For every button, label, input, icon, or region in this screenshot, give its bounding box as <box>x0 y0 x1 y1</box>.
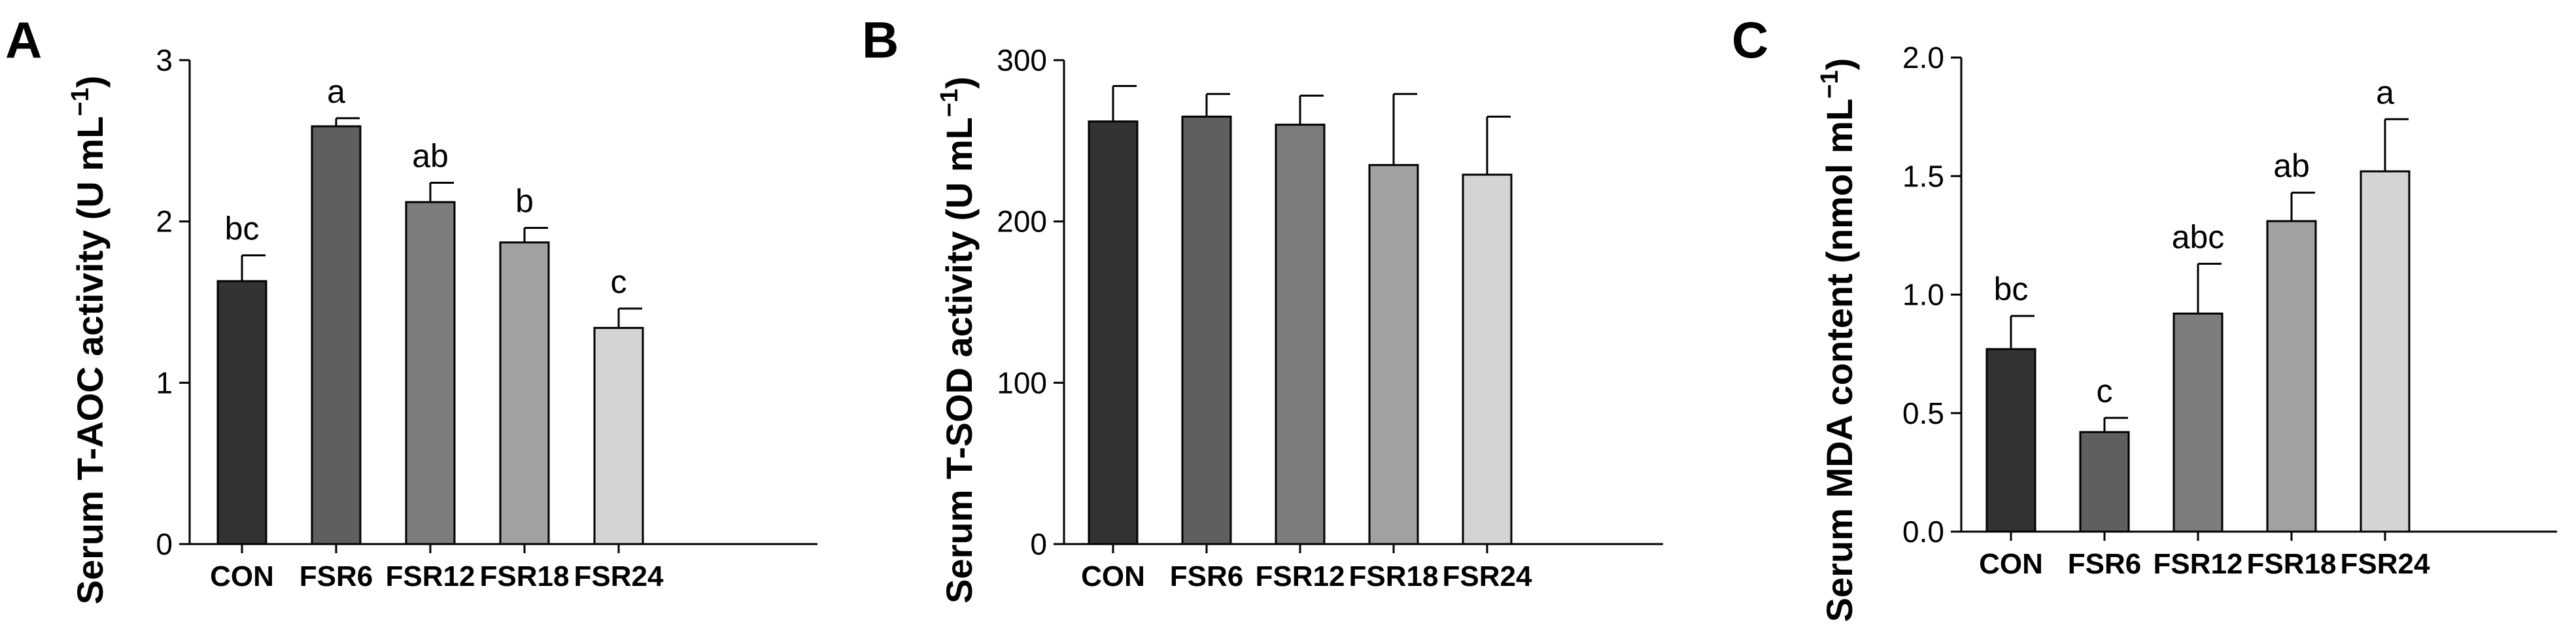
panel-a-ytick-label: 3 <box>156 43 173 77</box>
panel-b-ylabel-suffix: ) <box>938 77 980 89</box>
panel-c-category-label: FSR18 <box>2247 548 2337 580</box>
panel-b-ytick-label: 0 <box>1030 527 1047 561</box>
panel-a-bar <box>499 241 550 545</box>
panel-b-category-label: CON <box>1081 560 1145 592</box>
panel-a-sig-letter: a <box>327 73 345 110</box>
panel-c-category-label: FSR6 <box>2068 548 2141 580</box>
panel-c-ytick-label: 1.5 <box>1902 159 1944 193</box>
panel-a-category-label: CON <box>210 560 274 592</box>
panel-b-ytick-label: 300 <box>997 43 1047 77</box>
panel-c-bar <box>2079 431 2130 533</box>
panel-a-letter: A <box>5 11 42 69</box>
panel-a-category-label: FSR18 <box>480 560 570 592</box>
panel-c-bar <box>1985 348 2036 533</box>
panel-b-letter: B <box>862 11 899 69</box>
panel-a-category-label: FSR12 <box>386 560 475 592</box>
panel-c-sig-letter: abc <box>2172 218 2225 255</box>
panel-c-ylabel-sup: −1 <box>1816 70 1844 98</box>
panel-b-bar <box>1181 115 1232 545</box>
panel-a-ylabel-suffix: ) <box>69 76 111 88</box>
panel-c-sig-letter: bc <box>1994 271 2029 307</box>
panel-c-bar <box>2266 220 2317 533</box>
panel-c-bar <box>2360 170 2411 533</box>
panel-c-category-label: CON <box>1979 548 2043 580</box>
panel-c-ylabel: Serum MDA content (nmol mL−1) <box>1816 58 1860 623</box>
panel-c-ytick-label: 1.0 <box>1902 278 1944 312</box>
panel-c-ylabel-text: Serum MDA content (nmol mL <box>1819 99 1860 623</box>
panel-c-ytick-label: 0.5 <box>1902 396 1944 430</box>
panel-a-ytick-label: 2 <box>156 205 173 239</box>
panel-b-ytick-label: 200 <box>997 205 1047 239</box>
panel-b: B Serum T-SOD activity (U mL−1) 0 100 200 3… <box>862 11 1663 604</box>
panel-c-letter: C <box>1732 11 1768 69</box>
panel-b-bar <box>1462 173 1513 545</box>
panel-b-ylabel: Serum T-SOD activity (U mL−1) <box>936 77 980 604</box>
panel-c-sig-letter: c <box>2097 373 2113 409</box>
panel-c-ylabel-suffix: ) <box>1819 58 1860 71</box>
panel-c: C Serum MDA content (nmol mL−1) 0.0 0.5 1.… <box>1732 11 2557 622</box>
panel-c-bar <box>2172 313 2224 533</box>
panel-b-bar <box>1368 163 1419 545</box>
panel-a-ytick-label: 1 <box>156 366 173 400</box>
panel-c-category-label: FSR12 <box>2154 548 2243 580</box>
panel-a-ylabel: Serum T-AOC activity (U mL−1) <box>67 76 111 605</box>
panel-a-ylabel-sup: −1 <box>67 88 94 116</box>
panel-a-sig-letter: c <box>611 264 627 300</box>
panel-b-bar <box>1088 120 1139 545</box>
panel-a-ytick-label: 0 <box>156 527 173 561</box>
panel-b-category-label: FSR24 <box>1443 560 1532 592</box>
panel-b-ylabel-text: Serum T-SOD activity (U mL <box>938 117 980 604</box>
panel-a-bar <box>593 326 644 545</box>
panel-a-plot: 0 1 2 3 CON bc FSR6 a FSR12 ab FSR18 b FSR24 c <box>156 43 817 592</box>
panel-b-plot: 0 100 200 300 CON FSR6 FSR12 FSR18 FSR24 <box>997 43 1663 592</box>
panel-b-bar <box>1275 124 1326 545</box>
panel-a-sig-letter: b <box>515 183 534 220</box>
panel-c-sig-letter: a <box>2376 74 2394 111</box>
panel-a-sig-letter: ab <box>412 137 449 174</box>
panel-c-ytick-label: 2.0 <box>1902 41 1944 75</box>
panel-a: A Serum T-AOC activity (U mL−1) 0 1 2 3 CON b… <box>5 11 817 604</box>
panel-a-sig-letter: bc <box>225 210 260 247</box>
panel-a-bar <box>311 125 362 545</box>
panel-c-ytick-label: 0.0 <box>1902 515 1944 549</box>
panel-b-category-label: FSR18 <box>1349 560 1439 592</box>
panel-c-category-label: FSR24 <box>2341 548 2430 580</box>
panel-a-bar <box>405 201 456 545</box>
panel-b-ylabel-sup: −1 <box>936 89 963 117</box>
panel-a-bar <box>216 280 267 545</box>
panel-b-category-label: FSR12 <box>1256 560 1345 592</box>
panel-a-ylabel-text: Serum T-AOC activity (U mL <box>69 116 111 605</box>
panel-c-sig-letter: ab <box>2273 148 2310 184</box>
panel-a-category-label: FSR6 <box>300 560 373 592</box>
panel-b-category-label: FSR6 <box>1170 560 1243 592</box>
panel-b-ytick-label: 100 <box>997 366 1047 400</box>
panel-c-plot: 0.0 0.5 1.0 1.5 2.0 CON bc FSR6 c FSR12 abc FSR18 ab… <box>1902 41 2557 580</box>
panel-a-category-label: FSR24 <box>574 560 664 592</box>
